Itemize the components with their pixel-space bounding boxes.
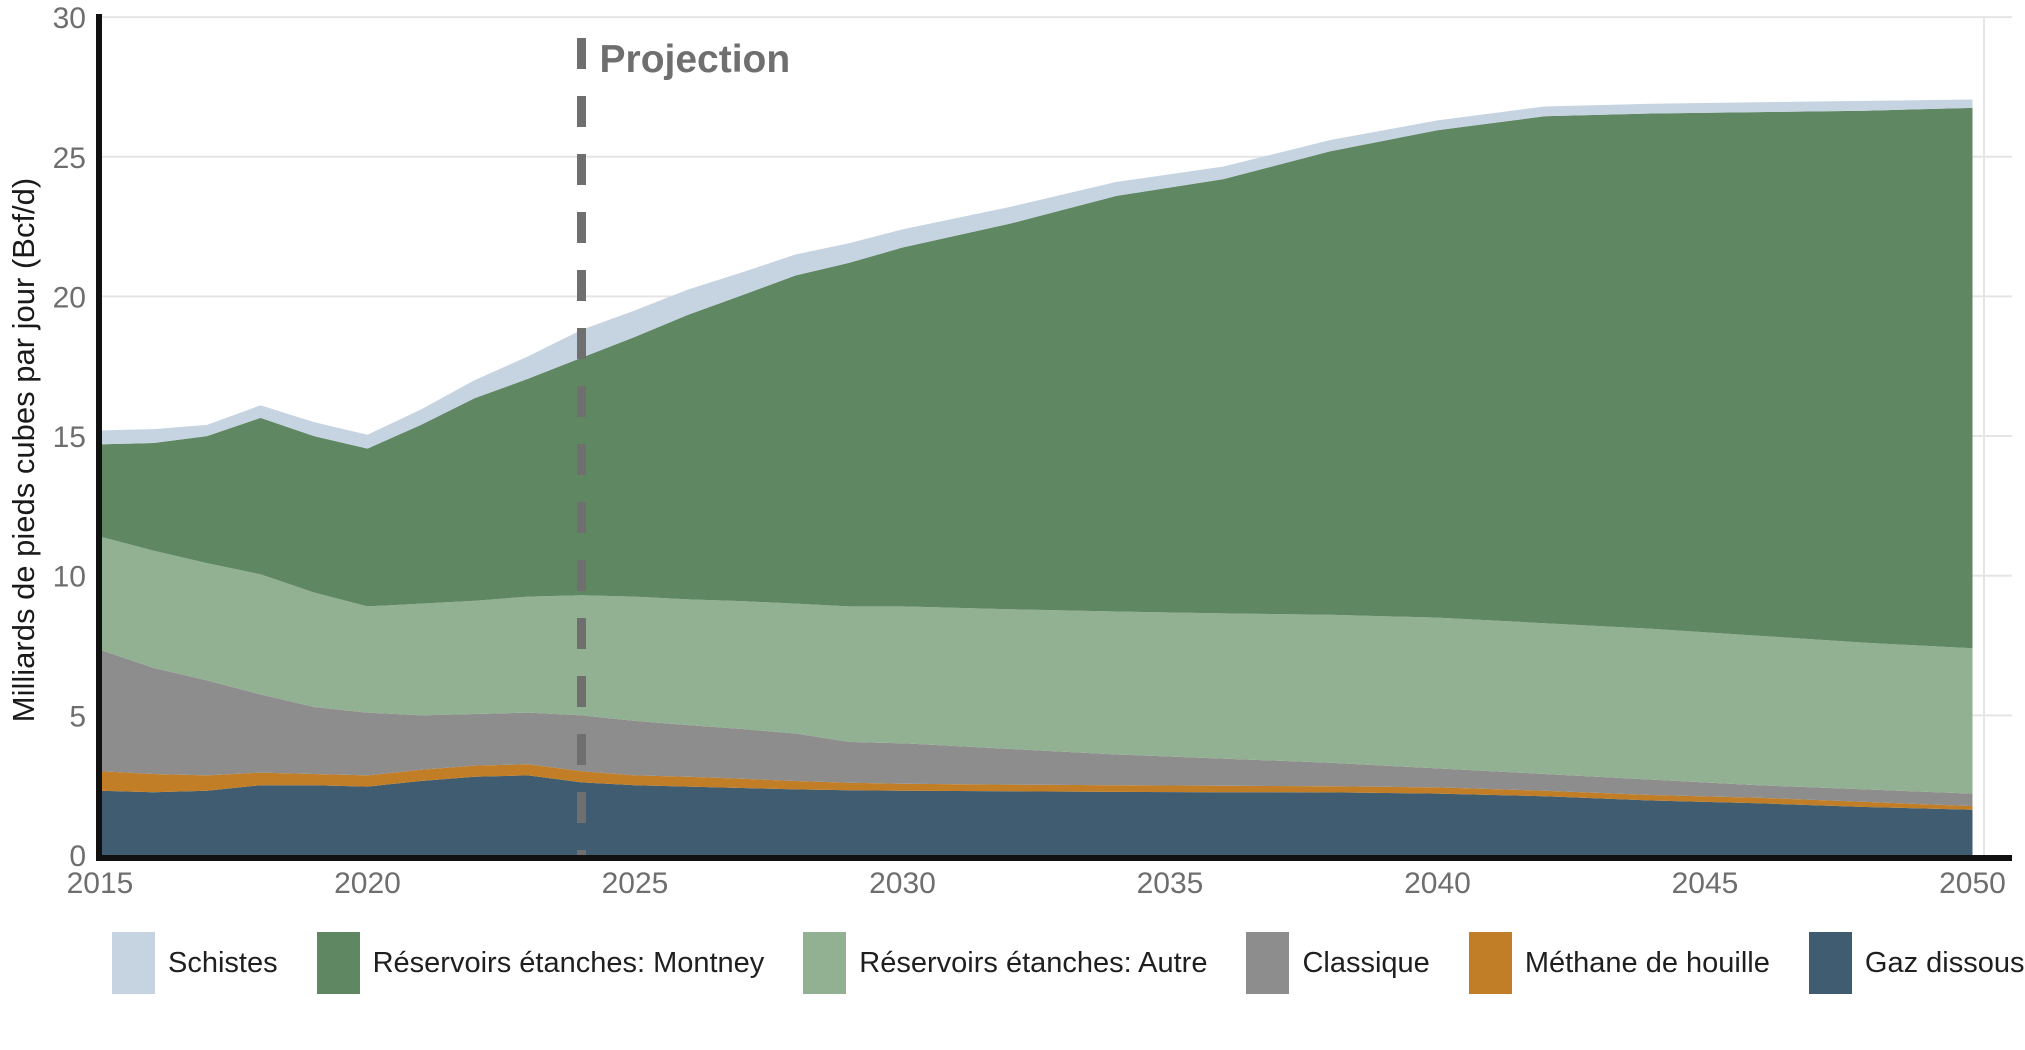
legend-label: Gaz dissous: [1864, 946, 2025, 979]
y-tick-label-20: 20: [53, 281, 86, 314]
x-tick-label-2030: 2030: [869, 867, 936, 900]
x-tick-label-2045: 2045: [1672, 867, 1739, 900]
legend-swatch-icon: [1808, 932, 1852, 994]
y-tick-label-5: 5: [69, 700, 86, 733]
projection-label: Projection: [600, 38, 791, 81]
legend-item-r-servoirs-tanches-autre: Réservoirs étanches: Autre: [803, 932, 1207, 994]
x-tick-label-2015: 2015: [67, 867, 134, 900]
x-tick-label-2020: 2020: [334, 867, 401, 900]
legend-swatch-icon: [112, 932, 155, 994]
legend-swatch-icon: [803, 932, 847, 994]
area-r-servoirs-tanches-autre: [100, 536, 1973, 794]
legend-swatch-icon: [1246, 932, 1290, 994]
y-tick-label-30: 30: [53, 2, 86, 35]
legend-item-classique: Classique: [1246, 932, 1430, 994]
legend-swatch-icon: [1468, 932, 1512, 994]
legend-item-r-servoirs-tanches-montney: Réservoirs étanches: Montney: [316, 932, 765, 994]
area-r-servoirs-tanches-montney: [100, 107, 1973, 649]
x-tick-label-2035: 2035: [1137, 867, 1204, 900]
legend-label: Schistes: [168, 946, 278, 979]
y-tick-label-0: 0: [69, 840, 86, 873]
y-tick-label-15: 15: [53, 421, 86, 454]
chart-legend: Schistes Réservoirs étanches: Montney Rése…: [112, 932, 2024, 994]
legend-label: Réservoirs étanches: Montney: [372, 946, 765, 979]
x-tick-label-2050: 2050: [1939, 867, 2006, 900]
y-axis-line: [96, 14, 102, 861]
legend-label: Classique: [1302, 946, 1430, 979]
legend-item-schistes: Schistes: [112, 932, 278, 994]
legend-item-gaz-dissous: Gaz dissous: [1808, 932, 2025, 994]
x-axis-line: [96, 855, 2012, 861]
y-tick-label-10: 10: [53, 561, 86, 594]
x-tick-label-2040: 2040: [1404, 867, 1471, 900]
area-m-thane-de-houille: [100, 764, 1973, 810]
x-tick-label-2025: 2025: [602, 867, 669, 900]
legend-item-m-thane-de-houille: Méthane de houille: [1468, 932, 1770, 994]
area-classique: [100, 649, 1973, 807]
area-schistes: [100, 99, 1973, 449]
y-axis-title: Milliards de pieds cubes par jour (Bcf/d…: [6, 178, 41, 722]
area-gaz-dissous: [100, 775, 1973, 855]
legend-swatch-icon: [316, 932, 360, 994]
y-tick-label-25: 25: [53, 142, 86, 175]
legend-label: Méthane de houille: [1524, 946, 1770, 979]
legend-label: Réservoirs étanches: Autre: [859, 946, 1208, 979]
